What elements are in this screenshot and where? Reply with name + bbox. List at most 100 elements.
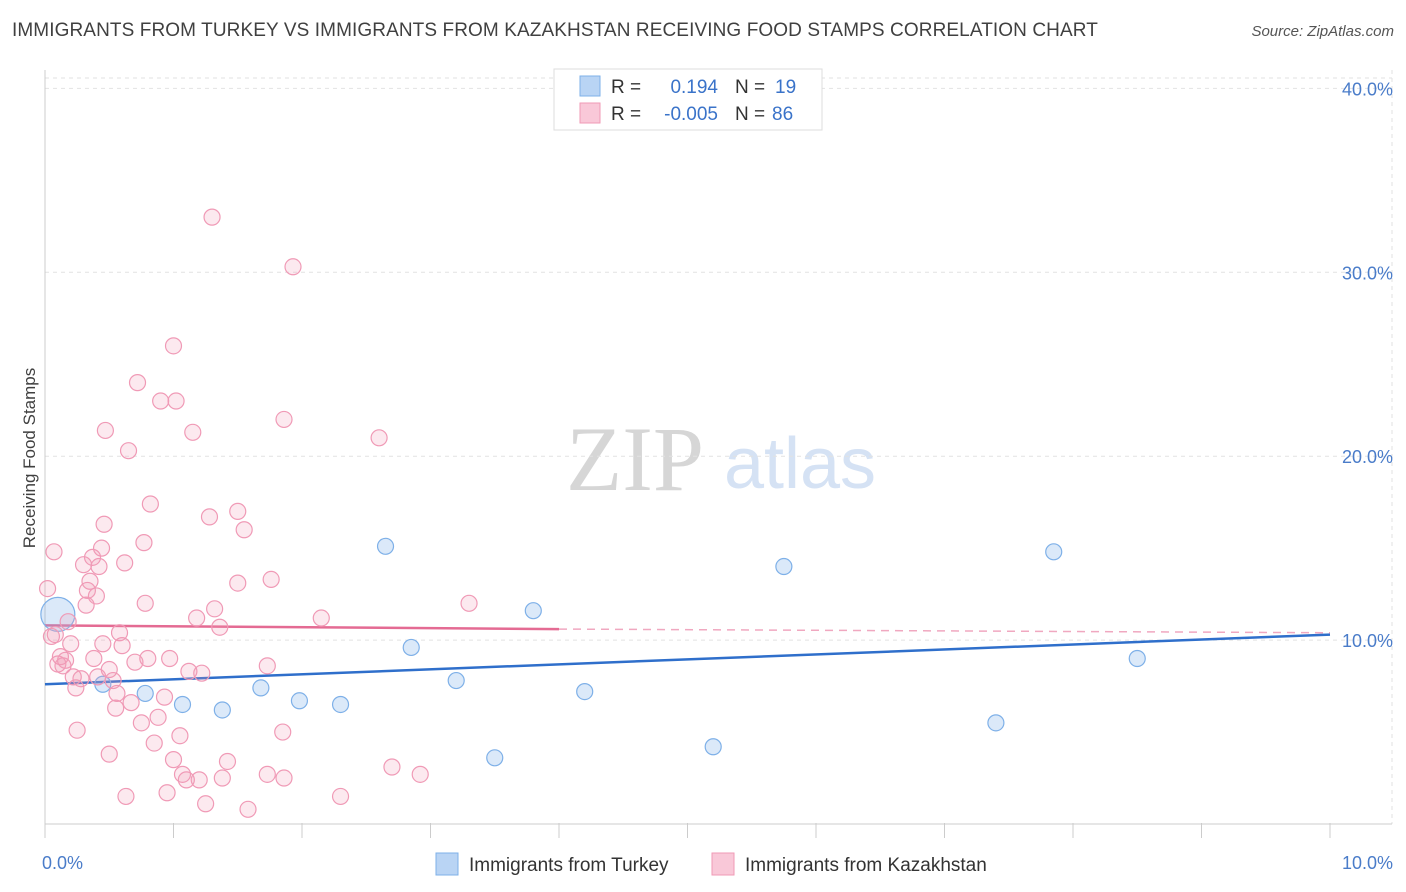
point-kazakhstan bbox=[122, 694, 140, 712]
point-kazakhstan bbox=[68, 721, 86, 739]
point-kazakhstan bbox=[197, 795, 215, 813]
tick-labels: 10.0% 20.0% 30.0% 40.0% 0.0% 10.0% bbox=[42, 79, 1393, 873]
legend-r-value-turkey: 0.194 bbox=[670, 77, 718, 98]
legend-n-value-turkey: 19 bbox=[775, 77, 796, 98]
point-kazakhstan bbox=[132, 714, 150, 732]
point-kazakhstan bbox=[460, 594, 478, 612]
point-kazakhstan bbox=[331, 787, 350, 806]
trend-line-kazakhstan-extension bbox=[558, 628, 1331, 634]
point-kazakhstan bbox=[136, 594, 154, 612]
point-kazakhstan bbox=[193, 664, 211, 682]
point-kazakhstan bbox=[110, 624, 129, 642]
point-kazakhstan bbox=[96, 421, 114, 440]
point-turkey bbox=[576, 682, 594, 701]
legend-r-label-kazakhstan: R = bbox=[611, 104, 641, 125]
chart-title: IMMIGRANTS FROM TURKEY VS IMMIGRANTS FRO… bbox=[12, 20, 1098, 41]
point-turkey bbox=[1128, 649, 1146, 668]
trend-line-kazakhstan bbox=[44, 624, 560, 631]
y-tick-label: 10.0% bbox=[1342, 631, 1393, 651]
point-kazakhstan bbox=[177, 771, 195, 789]
point-turkey bbox=[1045, 543, 1063, 561]
gridlines bbox=[45, 70, 1393, 824]
point-kazakhstan bbox=[100, 660, 118, 679]
point-turkey bbox=[252, 679, 270, 697]
point-kazakhstan bbox=[107, 699, 125, 717]
point-turkey bbox=[213, 701, 231, 719]
point-kazakhstan bbox=[139, 649, 157, 668]
series-legend-label-kazakhstan: Immigrants from Kazakhstan bbox=[745, 855, 987, 876]
point-kazakhstan bbox=[152, 392, 170, 410]
series-legend-label-turkey: Immigrants from Turkey bbox=[469, 855, 669, 876]
point-kazakhstan bbox=[116, 554, 134, 572]
point-kazakhstan bbox=[113, 637, 131, 655]
point-turkey bbox=[775, 557, 793, 576]
watermark: ZIP atlas bbox=[566, 408, 876, 510]
watermark-zip: ZIP bbox=[566, 408, 704, 510]
point-kazakhstan bbox=[117, 787, 135, 806]
point-kazakhstan bbox=[262, 570, 280, 589]
point-kazakhstan bbox=[126, 653, 144, 671]
point-kazakhstan bbox=[275, 769, 293, 787]
point-kazakhstan bbox=[203, 208, 221, 226]
legend-swatch-kazakhstan bbox=[579, 102, 601, 124]
point-kazakhstan bbox=[312, 609, 330, 627]
point-kazakhstan bbox=[164, 337, 183, 355]
point-turkey bbox=[173, 695, 192, 714]
point-kazakhstan bbox=[46, 625, 64, 644]
point-kazakhstan bbox=[190, 771, 208, 789]
legend-r-label-turkey: R = bbox=[611, 77, 641, 98]
y-tick-label: 30.0% bbox=[1342, 263, 1393, 283]
point-kazakhstan bbox=[184, 423, 202, 441]
point-kazakhstan bbox=[211, 618, 229, 636]
point-kazakhstan bbox=[180, 662, 198, 680]
point-kazakhstan bbox=[411, 765, 429, 783]
point-kazakhstan bbox=[284, 258, 302, 276]
point-kazakhstan bbox=[275, 410, 293, 429]
point-kazakhstan bbox=[128, 374, 147, 392]
legend-swatch-turkey bbox=[579, 75, 601, 97]
point-kazakhstan bbox=[94, 635, 112, 653]
point-kazakhstan bbox=[85, 649, 103, 668]
point-kazakhstan bbox=[38, 580, 57, 598]
point-kazakhstan bbox=[235, 521, 253, 539]
stats-legend: R = 0.194 N = 19 R = -0.005 N = 86 bbox=[553, 68, 823, 131]
point-kazakhstan bbox=[81, 572, 99, 590]
point-kazakhstan bbox=[92, 539, 111, 557]
series-legend: Immigrants from Turkey Immigrants from K… bbox=[435, 852, 987, 876]
point-kazakhstan bbox=[104, 671, 122, 690]
point-kazakhstan bbox=[119, 442, 138, 460]
point-turkey bbox=[376, 537, 395, 555]
point-kazakhstan bbox=[67, 679, 85, 697]
point-turkey bbox=[402, 638, 420, 657]
point-kazakhstan bbox=[161, 649, 179, 668]
source-credit: Source: ZipAtlas.com bbox=[1251, 23, 1394, 40]
point-kazakhstan bbox=[229, 574, 247, 592]
point-kazakhstan bbox=[72, 670, 90, 688]
point-kazakhstan bbox=[141, 495, 159, 513]
point-kazakhstan bbox=[59, 613, 77, 631]
point-kazakhstan bbox=[87, 587, 106, 605]
point-kazakhstan bbox=[200, 508, 219, 526]
legend-n-value-kazakhstan: 86 bbox=[772, 104, 793, 125]
point-kazakhstan bbox=[145, 734, 163, 752]
point-kazakhstan bbox=[239, 800, 257, 818]
point-turkey bbox=[136, 684, 154, 703]
point-kazakhstan bbox=[167, 392, 185, 410]
point-kazakhstan bbox=[164, 751, 183, 769]
legend-n-label-kazakhstan: N = bbox=[735, 104, 765, 125]
point-kazakhstan bbox=[108, 684, 126, 703]
point-kazakhstan bbox=[90, 557, 108, 576]
x-tick-label: 10.0% bbox=[1342, 853, 1393, 873]
point-kazakhstan bbox=[218, 752, 237, 771]
point-kazakhstan bbox=[258, 765, 276, 783]
point-kazakhstan bbox=[149, 708, 167, 726]
point-turkey bbox=[331, 695, 350, 714]
point-turkey bbox=[290, 692, 309, 710]
y-tick-label: 20.0% bbox=[1342, 447, 1393, 467]
legend-r-value-kazakhstan: -0.005 bbox=[664, 104, 718, 125]
point-kazakhstan bbox=[206, 600, 224, 618]
axes bbox=[44, 70, 1392, 838]
point-kazakhstan bbox=[100, 745, 118, 763]
point-kazakhstan bbox=[45, 543, 63, 561]
point-kazakhstan bbox=[213, 769, 231, 787]
